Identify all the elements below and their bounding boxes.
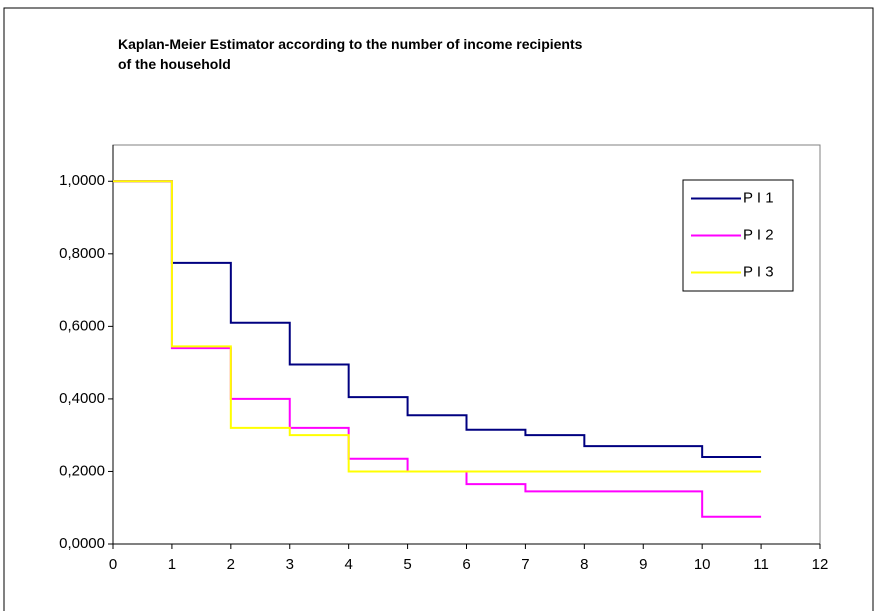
legend-label: P I 3 — [743, 263, 774, 280]
x-tick-label: 4 — [344, 556, 352, 573]
legend-label: P I 1 — [743, 189, 774, 206]
x-tick-label: 3 — [286, 556, 294, 573]
x-tick-label: 10 — [694, 556, 711, 573]
x-tick-label: 0 — [109, 556, 117, 573]
y-tick-label: 0,6000 — [59, 317, 105, 334]
x-tick-label: 1 — [168, 556, 176, 573]
y-tick-label: 0,8000 — [59, 245, 105, 262]
y-tick-label: 0,0000 — [59, 535, 105, 552]
legend-label: P I 2 — [743, 226, 774, 243]
y-tick-label: 0,4000 — [59, 390, 105, 407]
series-line — [113, 180, 762, 473]
x-tick-label: 8 — [580, 556, 588, 573]
x-tick-label: 9 — [639, 556, 647, 573]
y-tick-label: 1,0000 — [59, 172, 105, 189]
x-tick-label: 12 — [812, 556, 829, 573]
y-tick-label: 0,2000 — [59, 462, 105, 479]
x-tick-label: 6 — [462, 556, 470, 573]
x-tick-label: 11 — [753, 556, 769, 573]
x-tick-label: 7 — [521, 556, 529, 573]
series-line — [113, 180, 762, 458]
x-tick-label: 2 — [227, 556, 235, 573]
x-tick-label: 5 — [403, 556, 411, 573]
chart-title: Kaplan-Meier Estimator according to the … — [118, 36, 583, 72]
